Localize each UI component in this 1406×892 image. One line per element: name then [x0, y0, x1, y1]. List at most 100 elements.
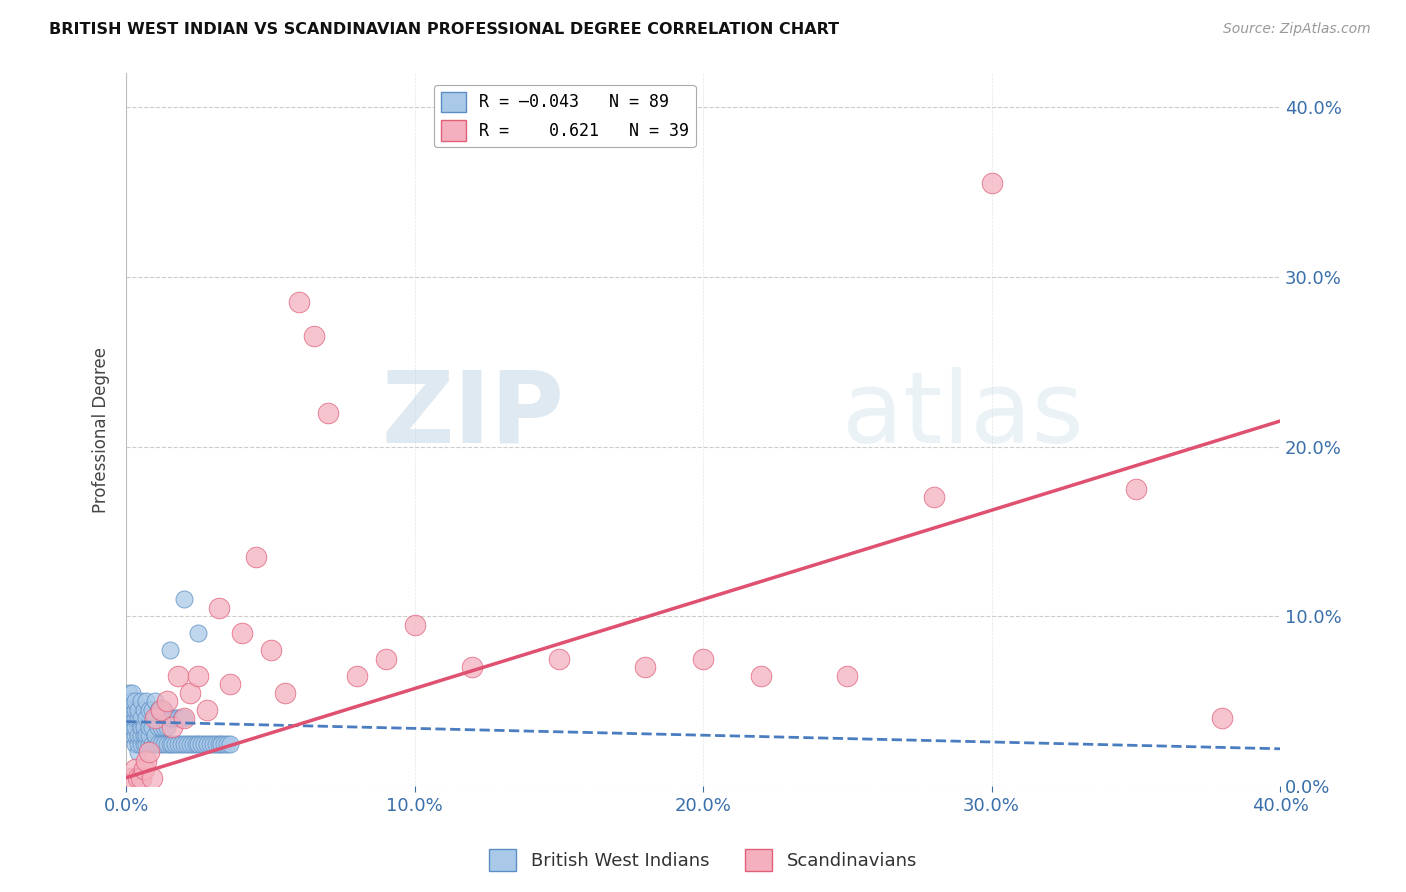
Point	[165, 711, 187, 725]
Point	[135, 754, 157, 768]
Point	[121, 720, 143, 734]
Point	[187, 626, 209, 640]
Point	[143, 711, 166, 725]
Point	[548, 652, 571, 666]
Point	[149, 703, 172, 717]
Y-axis label: Professional Degree: Professional Degree	[93, 347, 110, 513]
Legend: R = –0.043   N = 89, R =    0.621   N = 39: R = –0.043 N = 89, R = 0.621 N = 39	[434, 85, 696, 147]
Point	[461, 660, 484, 674]
Point	[179, 737, 201, 751]
Point	[201, 737, 224, 751]
Point	[149, 737, 172, 751]
Point	[149, 703, 172, 717]
Text: atlas: atlas	[842, 367, 1083, 464]
Point	[195, 737, 218, 751]
Point	[121, 711, 143, 725]
Point	[231, 626, 253, 640]
Point	[204, 737, 226, 751]
Point	[165, 737, 187, 751]
Point	[129, 771, 152, 785]
Point	[121, 694, 143, 708]
Point	[127, 728, 149, 742]
Point	[153, 703, 176, 717]
Point	[132, 720, 155, 734]
Point	[167, 711, 190, 725]
Point	[195, 703, 218, 717]
Point	[124, 694, 146, 708]
Point	[219, 737, 242, 751]
Point	[176, 737, 198, 751]
Point	[138, 745, 160, 759]
Point	[141, 737, 163, 751]
Point	[124, 703, 146, 717]
Point	[245, 549, 267, 564]
Point	[193, 737, 215, 751]
Point	[302, 329, 325, 343]
Point	[138, 703, 160, 717]
Point	[153, 737, 176, 751]
Point	[132, 728, 155, 742]
Point	[143, 711, 166, 725]
Point	[115, 711, 138, 725]
Point	[121, 771, 143, 785]
Point	[118, 686, 141, 700]
Point	[127, 745, 149, 759]
Point	[127, 711, 149, 725]
Point	[129, 711, 152, 725]
Point	[121, 728, 143, 742]
Point	[132, 703, 155, 717]
Point	[118, 694, 141, 708]
Point	[124, 762, 146, 776]
Point	[121, 703, 143, 717]
Point	[149, 720, 172, 734]
Point	[162, 720, 184, 734]
Point	[198, 737, 221, 751]
Point	[146, 737, 169, 751]
Point	[1211, 711, 1233, 725]
Point	[124, 711, 146, 725]
Point	[173, 711, 195, 725]
Point	[173, 737, 195, 751]
Point	[217, 737, 239, 751]
Point	[135, 728, 157, 742]
Point	[922, 491, 945, 505]
Point	[156, 720, 179, 734]
Point	[138, 728, 160, 742]
Point	[124, 720, 146, 734]
Point	[159, 643, 181, 657]
Point	[259, 643, 281, 657]
Point	[127, 703, 149, 717]
Point	[146, 703, 169, 717]
Point	[143, 728, 166, 742]
Point	[187, 737, 209, 751]
Point	[207, 600, 229, 615]
Point	[156, 694, 179, 708]
Point	[162, 711, 184, 725]
Point	[141, 771, 163, 785]
Point	[173, 711, 195, 725]
Point	[129, 694, 152, 708]
Point	[132, 737, 155, 751]
Point	[118, 703, 141, 717]
Point	[346, 669, 368, 683]
Point	[159, 737, 181, 751]
Point	[129, 720, 152, 734]
Point	[138, 720, 160, 734]
Point	[214, 737, 236, 751]
Point	[173, 592, 195, 607]
Point	[211, 737, 233, 751]
Point	[634, 660, 657, 674]
Legend: British West Indians, Scandinavians: British West Indians, Scandinavians	[482, 842, 924, 879]
Point	[124, 728, 146, 742]
Text: Source: ZipAtlas.com: Source: ZipAtlas.com	[1223, 22, 1371, 37]
Point	[980, 177, 1002, 191]
Point	[121, 686, 143, 700]
Point	[316, 406, 339, 420]
Point	[184, 737, 207, 751]
Text: BRITISH WEST INDIAN VS SCANDINAVIAN PROFESSIONAL DEGREE CORRELATION CHART: BRITISH WEST INDIAN VS SCANDINAVIAN PROF…	[49, 22, 839, 37]
Point	[135, 694, 157, 708]
Point	[187, 669, 209, 683]
Point	[135, 737, 157, 751]
Point	[143, 737, 166, 751]
Point	[167, 669, 190, 683]
